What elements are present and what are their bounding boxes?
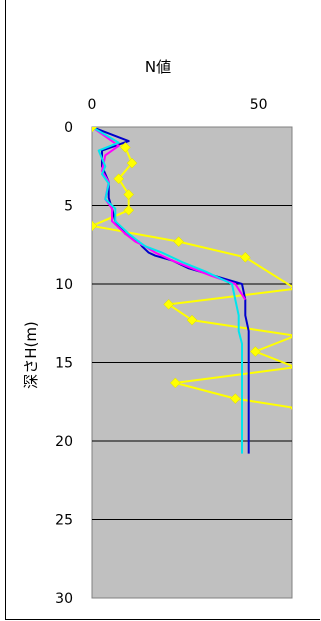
series-line-1 bbox=[92, 127, 250, 454]
series-0-point-8 bbox=[239, 251, 251, 263]
y-tick-label-25: 25 bbox=[55, 513, 73, 529]
y-axis-label: 深さH(m) bbox=[22, 321, 40, 389]
x-tick-label-0: 0 bbox=[88, 97, 97, 113]
y-tick-label-15: 15 bbox=[55, 356, 73, 372]
chart-title: N値 bbox=[145, 58, 171, 76]
y-tick-label-0: 0 bbox=[64, 120, 73, 136]
y-tick-label-20: 20 bbox=[55, 434, 73, 450]
series-line-3 bbox=[92, 127, 243, 454]
series-0-point-6 bbox=[92, 220, 98, 232]
series-0-point-12 bbox=[289, 333, 292, 338]
x-tick-label-50: 50 bbox=[250, 97, 268, 113]
y-tick-label-30: 30 bbox=[55, 591, 73, 607]
y-tick-label-10: 10 bbox=[55, 277, 73, 293]
series-0-point-11 bbox=[186, 314, 198, 326]
series-0-point-2 bbox=[126, 157, 138, 169]
series-0-point-5 bbox=[123, 204, 135, 216]
series-0-point-15 bbox=[169, 377, 181, 389]
series-line-2 bbox=[92, 127, 247, 301]
series-0-point-13 bbox=[249, 346, 261, 357]
series-0-point-17 bbox=[289, 406, 292, 411]
series-0-point-7 bbox=[173, 236, 185, 247]
series-0-point-9 bbox=[289, 286, 292, 291]
series-0-point-14 bbox=[289, 365, 292, 370]
y-tick-label-5: 5 bbox=[64, 199, 73, 215]
series-0-point-0 bbox=[92, 127, 98, 133]
series-0-point-3 bbox=[113, 173, 125, 185]
series-0-point-16 bbox=[229, 393, 241, 404]
series-0-point-1 bbox=[119, 142, 131, 153]
series-0-point-10 bbox=[163, 299, 175, 310]
chart-frame bbox=[5, 0, 320, 620]
series-0-point-4 bbox=[123, 189, 135, 200]
